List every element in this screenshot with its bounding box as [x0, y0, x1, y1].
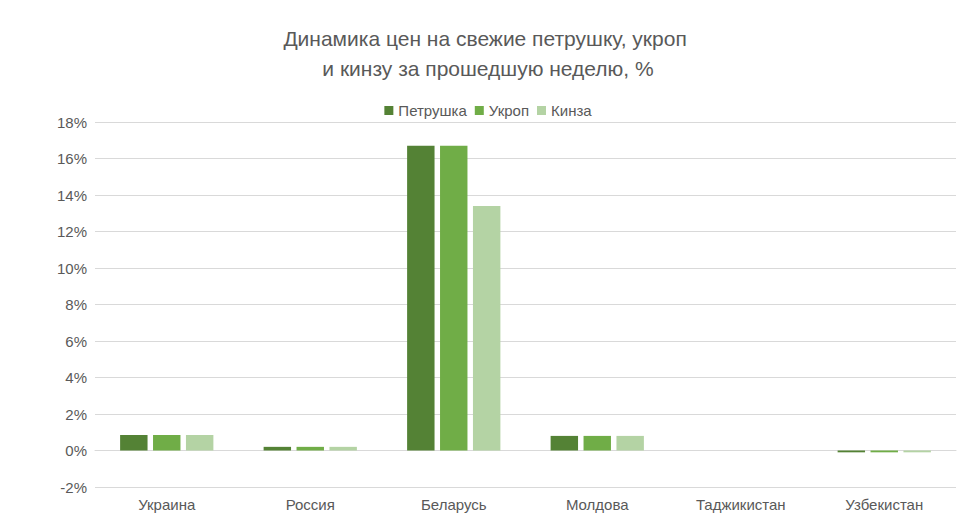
svg-text:Украина: Украина	[138, 496, 196, 513]
svg-text:6%: 6%	[65, 333, 87, 350]
svg-text:Укроп: Укроп	[489, 102, 529, 119]
svg-text:Кинза: Кинза	[551, 102, 592, 119]
svg-text:Беларусь: Беларусь	[421, 496, 487, 513]
svg-text:16%: 16%	[57, 150, 87, 167]
svg-text:14%: 14%	[57, 187, 87, 204]
svg-text:12%: 12%	[57, 223, 87, 240]
svg-text:8%: 8%	[65, 296, 87, 313]
svg-text:Таджикистан: Таджикистан	[696, 496, 786, 513]
svg-text:Россия: Россия	[286, 496, 335, 513]
svg-text:-2%: -2%	[60, 479, 87, 496]
svg-text:10%: 10%	[57, 260, 87, 277]
svg-text:и кинзу за прошедшую неделю, %: и кинзу за прошедшую неделю, %	[322, 57, 653, 80]
svg-text:Петрушка: Петрушка	[398, 102, 467, 119]
svg-text:Динамика цен на свежие петрушк: Динамика цен на свежие петрушку, укроп	[283, 27, 692, 50]
svg-text:Узбекистан: Узбекистан	[845, 496, 923, 513]
svg-text:2%: 2%	[65, 406, 87, 423]
svg-text:0%: 0%	[65, 442, 87, 459]
svg-text:Молдова: Молдова	[566, 496, 629, 513]
svg-text:18%: 18%	[57, 114, 87, 131]
svg-text:4%: 4%	[65, 369, 87, 386]
